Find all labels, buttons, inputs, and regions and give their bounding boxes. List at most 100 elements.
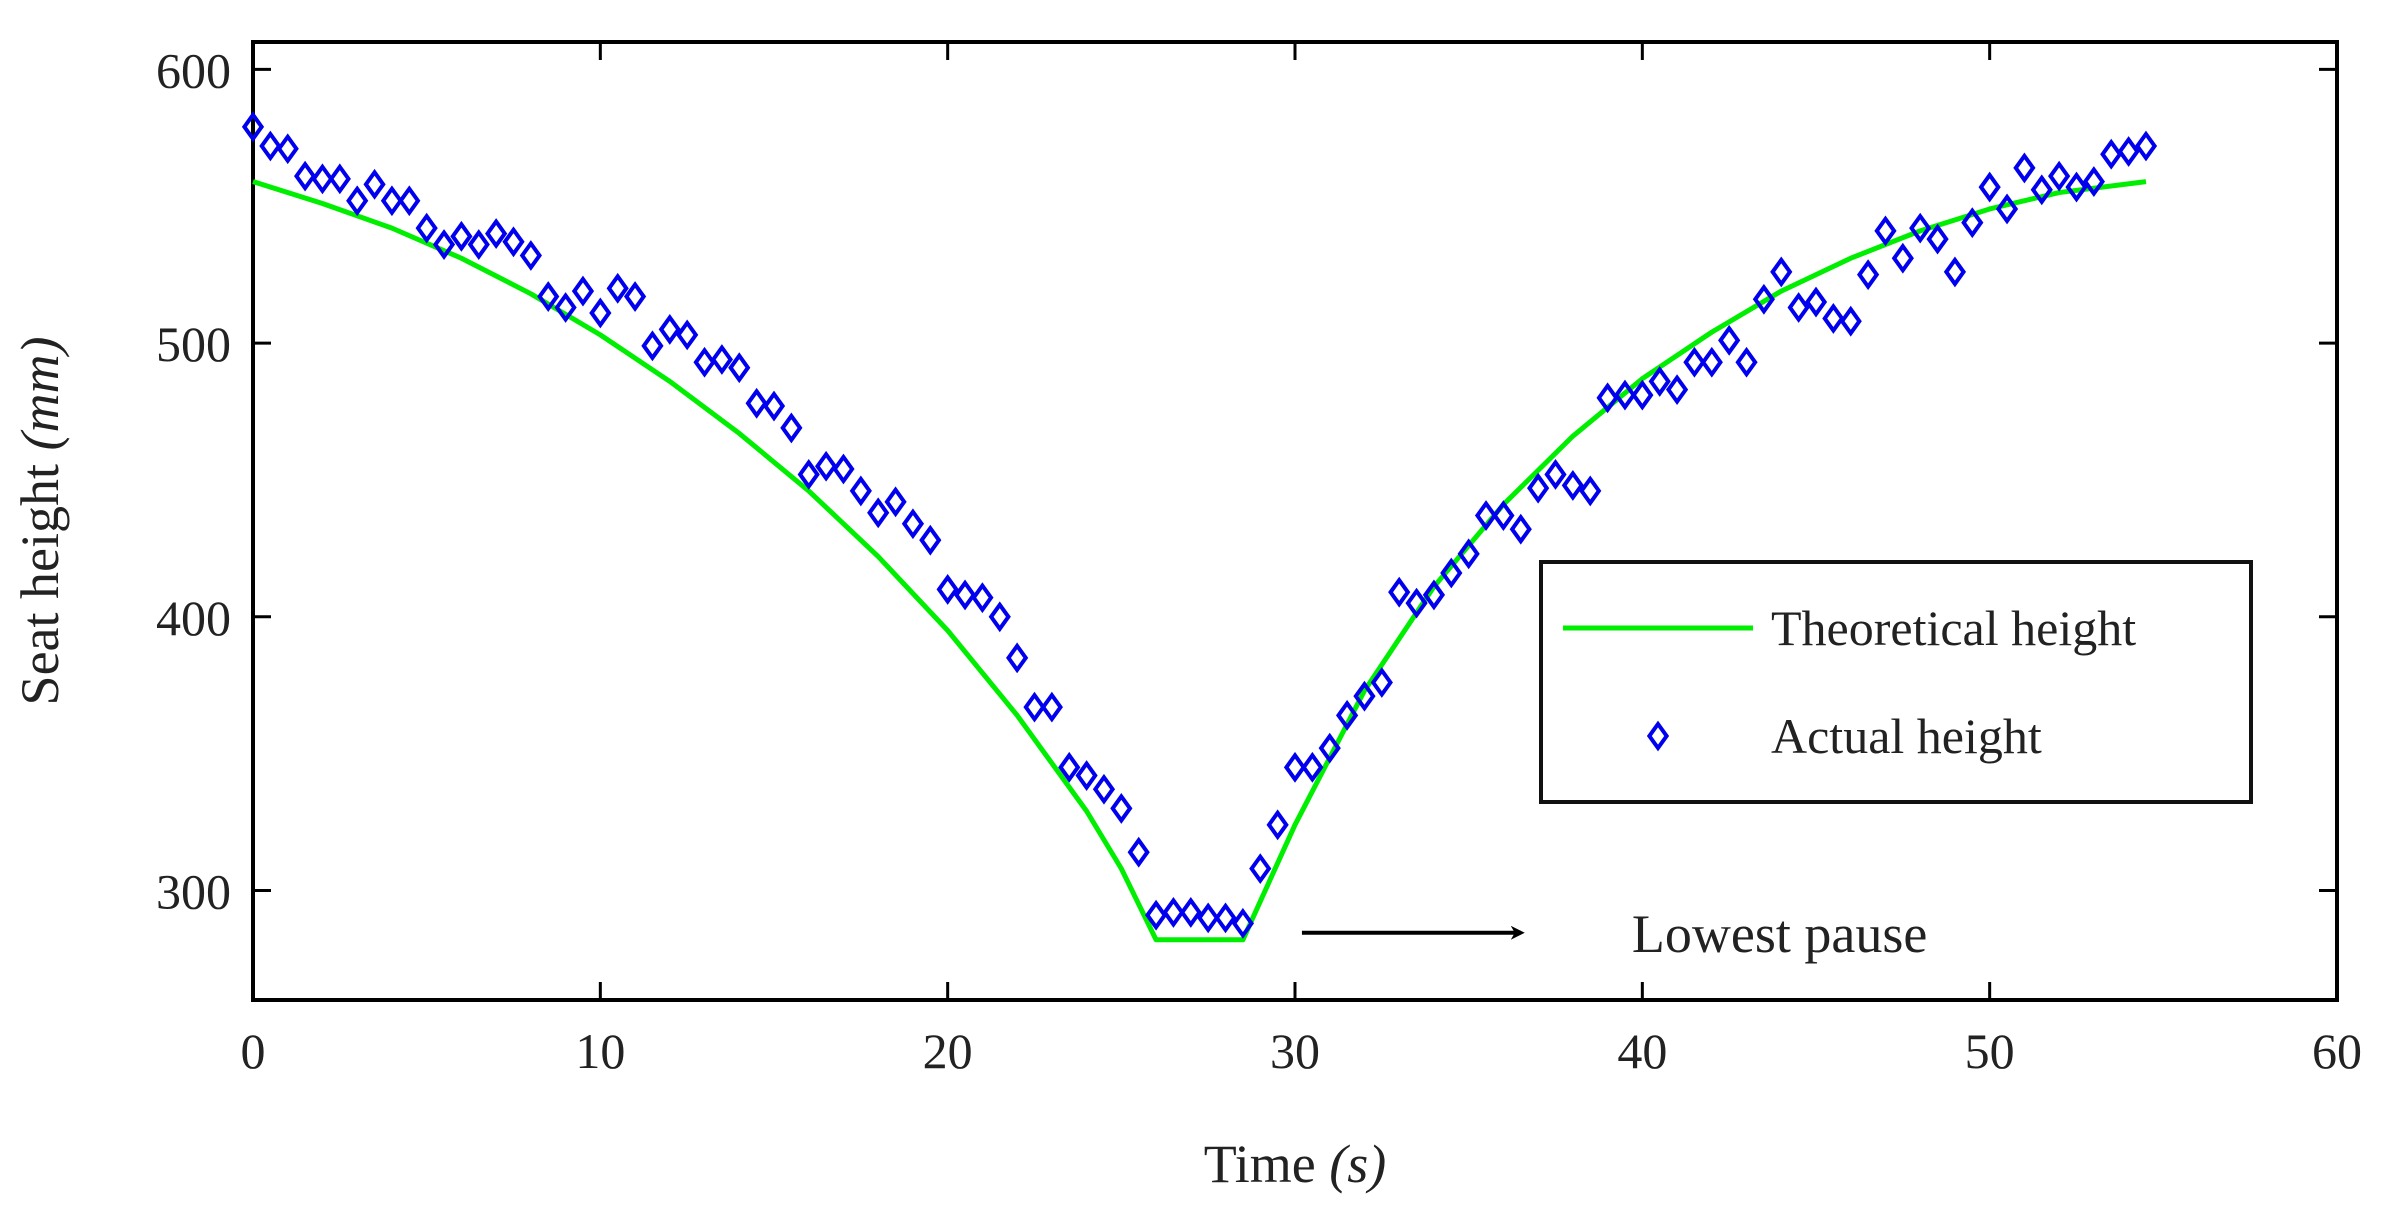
actual-height-point [346,185,369,217]
actual-height-point [432,229,456,260]
x-tick-label: 30 [1270,1023,1320,1079]
actual-height-point [1943,256,1967,288]
actual-height-point [363,168,386,200]
actual-height-point [1474,500,1498,531]
actual-height-point [502,226,525,258]
actual-height-point [1422,579,1446,611]
legend-label: Theoretical height [1771,600,2136,656]
actual-height-point [1752,283,1776,315]
actual-height-point [328,163,351,195]
actual-height-point [1909,212,1932,244]
actual-height-point [1683,346,1706,378]
actual-height-point [467,229,490,260]
actual-height-point [2048,160,2071,192]
actual-height-point [797,459,820,490]
actual-height-point [1249,853,1272,885]
actual-height-point [936,574,959,605]
x-axis-title: Time (s) [1204,1134,1387,1194]
y-axis-unit: (mm) [10,337,70,451]
actual-height-point [1058,751,1081,783]
actual-height-point [780,412,803,444]
actual-height-point [832,453,855,485]
actual-height-point [1874,215,1897,247]
actual-height-point [415,212,438,244]
plot-area [251,40,2339,1002]
x-tick-label: 40 [1617,1023,1667,1079]
actual-height-point [1388,576,1411,608]
actual-height-point [1440,557,1463,589]
actual-height-point [1596,382,1619,414]
actual-height-point [1370,667,1393,698]
actual-height-point [1179,896,1202,928]
actual-height-point [641,330,664,362]
theoretical-height-line [252,179,2147,943]
actual-height-point [1492,500,1515,531]
y-axis: 300 400 500 600 [156,42,2337,920]
actual-height-point [2134,130,2158,162]
actual-height-point [1144,899,1168,931]
legend-diamond-swatch [1646,720,1670,752]
actual-height-point [1995,193,2019,225]
actual-height-point [293,160,317,192]
actual-height-point [901,508,925,540]
x-tick-label: 0 [241,1023,266,1079]
actual-height-point [919,524,942,556]
actual-height-point [2030,174,2053,206]
actual-height-point [1197,902,1220,934]
actual-height-point [450,220,473,252]
actual-height-point [1631,379,1654,411]
actual-height-point [606,272,629,304]
actual-height-point [1527,472,1550,504]
actual-height-point [589,297,612,329]
actual-height-point [884,486,907,518]
actual-height-point [1353,680,1376,712]
actual-height-point [762,390,786,422]
actual-height-point [1665,374,1689,406]
actual-height-point [814,450,838,482]
actual-height-point [1266,809,1289,841]
actual-height-point [728,352,751,384]
actual-height-point [1648,365,1671,397]
legend: Theoretical height Actual height [1539,560,2253,804]
actual-height-point [2013,152,2036,184]
actual-height-point [1127,836,1150,868]
actual-height-point [1092,773,1116,805]
x-tick-label: 60 [2312,1023,2362,1079]
actual-height-point [259,130,282,162]
annotation-label: Lowest pause [1632,904,1927,964]
y-tick-label: 400 [156,590,231,646]
actual-height-point [1509,513,1532,545]
y-axis-title: Seat height (mm) [10,337,70,706]
actual-height-point [1787,292,1810,323]
actual-height-point [276,133,299,165]
actual-height-point [398,185,421,217]
actual-height-point [485,218,508,250]
actual-height-point [380,185,404,217]
legend-label: Actual height [1771,708,2042,764]
actual-height-point [1822,303,1845,334]
actual-height-point [1891,242,1914,274]
actual-height-point [1214,902,1237,934]
actual-height-point [1162,896,1185,928]
actual-height-point [710,344,734,375]
axes-frame [251,40,2339,1002]
actual-height-point [1770,256,1793,288]
actual-height-point [554,292,577,323]
x-tick-label: 10 [575,1023,625,1079]
actual-height-point [1544,459,1567,490]
actual-height-point [953,579,977,611]
actual-height-point [1457,538,1480,570]
actual-height-point [1318,732,1341,764]
actual-height-point [867,497,890,529]
actual-height-point [1006,642,1029,674]
actual-height-point [1335,699,1359,731]
actual-height-point [623,281,647,312]
actual-height-point [1926,223,1949,255]
series-layer [241,111,2158,943]
actual-height-point [1839,305,1862,337]
actual-height-point [849,475,872,507]
x-tick-label: 20 [923,1023,973,1079]
actual-height-point [1283,751,1307,783]
actual-height-point [988,601,1011,633]
